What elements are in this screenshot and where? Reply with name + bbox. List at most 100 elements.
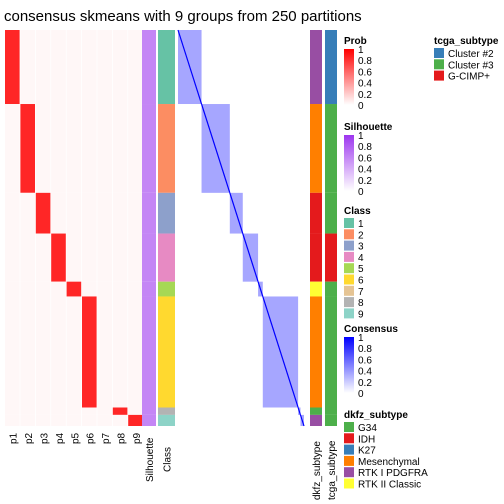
- consensus-diagonal: [257, 281, 264, 297]
- prob-cell-block: [112, 30, 128, 105]
- prob-cell-block: [82, 281, 97, 297]
- prob-legend-tick: 0.2: [358, 90, 372, 101]
- class-legend-label: 7: [358, 287, 364, 298]
- consensus-diagonal: [229, 192, 244, 234]
- tcga-subtype-cell-block: [325, 104, 337, 193]
- class-legend-swatch: [344, 229, 354, 240]
- consensus-legend-tick: 0.6: [358, 355, 372, 366]
- prob-cell-block: [5, 192, 20, 234]
- prob-legend-tick: 0: [358, 101, 364, 112]
- prob-cell-block: [82, 407, 97, 415]
- tcga-subtype-cell-block: [325, 233, 337, 282]
- prob-cell-block: [5, 296, 20, 408]
- prob-cell-block: [82, 296, 97, 408]
- prob-cell-block: [82, 30, 97, 105]
- prob-cell-block: [97, 296, 112, 408]
- class-cell-block: [158, 414, 175, 426]
- silhouette-cell-block: [142, 233, 156, 282]
- dkfz-subtype-legend-label: IDH: [358, 434, 375, 445]
- tcga-subtype-cell-block: [325, 281, 337, 297]
- tcga-subtype-legend-swatch: [434, 70, 444, 81]
- prob-cell-block: [97, 192, 112, 234]
- prob-column-label: p9: [132, 432, 143, 444]
- prob-column-label: p8: [117, 432, 128, 444]
- prob-cell-block: [51, 192, 66, 234]
- prob-legend-tick: 0.4: [358, 79, 372, 90]
- tcga-subtype-cell-block: [325, 407, 337, 415]
- prob-cell-block: [97, 407, 112, 415]
- prob-legend-bar: [344, 49, 354, 105]
- silhouette-cell-block: [142, 414, 156, 426]
- tcga-subtype-legend-label: Cluster #3: [448, 60, 494, 71]
- class-cell-block: [158, 281, 175, 297]
- prob-cell-block: [128, 281, 143, 297]
- consensus-legend-tick: 0.8: [358, 344, 372, 355]
- prob-legend-tick: 1: [358, 45, 364, 56]
- tcga-subtype-cell-block: [325, 30, 337, 105]
- class-cell-block: [158, 30, 175, 105]
- prob-column-label: p5: [70, 432, 81, 444]
- prob-cell-block: [5, 281, 20, 297]
- prob-cell-block: [20, 414, 35, 426]
- class-legend-label: 8: [358, 298, 364, 309]
- consensus-legend-tick: 0.2: [358, 378, 372, 389]
- class-legend-label: 5: [358, 264, 364, 275]
- prob-cell-block: [5, 30, 20, 105]
- consensus-legend-title: Consensus: [344, 324, 398, 335]
- class-legend-label: 2: [358, 230, 364, 241]
- class-cell-block: [158, 407, 175, 415]
- prob-cell-block: [66, 407, 82, 415]
- silhouette-legend-bar: [344, 135, 354, 191]
- silhouette-cell-block: [142, 281, 156, 297]
- dkfz-subtype-legend-swatch: [344, 444, 354, 455]
- tcga-subtype-legend-swatch: [434, 59, 444, 70]
- class-legend-swatch: [344, 240, 354, 251]
- prob-cell-block: [97, 414, 112, 426]
- prob-cell-block: [35, 192, 51, 234]
- dkfz-subtype-column-label: dkfz_subtype: [312, 441, 323, 500]
- class-legend-label: 9: [358, 309, 364, 320]
- prob-cell-block: [128, 296, 143, 408]
- tcga-subtype-legend-label: G-CIMP+: [448, 72, 490, 83]
- prob-cell-block: [112, 414, 128, 426]
- prob-cell-block: [51, 30, 66, 105]
- prob-cell-block: [97, 233, 112, 282]
- tcga-subtype-cell-block: [325, 296, 337, 408]
- prob-column-label: p2: [24, 432, 35, 444]
- tcga-subtype-cell-block: [325, 192, 337, 234]
- prob-cell-block: [128, 414, 143, 426]
- prob-cell-block: [66, 192, 82, 234]
- silhouette-cell-block: [142, 407, 156, 415]
- prob-cell-block: [5, 414, 20, 426]
- prob-cell-block: [66, 296, 82, 408]
- prob-cell-block: [97, 104, 112, 193]
- prob-cell-block: [66, 104, 82, 193]
- prob-cell-block: [128, 233, 143, 282]
- prob-cell-block: [112, 296, 128, 408]
- prob-cell-block: [20, 296, 35, 408]
- prob-cell-block: [5, 407, 20, 415]
- prob-cell-block: [82, 414, 97, 426]
- class-legend-title: Class: [344, 206, 371, 217]
- dkfz-subtype-cell-block: [310, 296, 322, 408]
- prob-cell-block: [112, 407, 128, 415]
- dkfz-subtype-legend-swatch: [344, 467, 354, 478]
- dkfz-subtype-legend-swatch: [344, 422, 354, 432]
- chart-title: consensus skmeans with 9 groups from 250…: [4, 8, 362, 25]
- dkfz-subtype-legend-label: RTK I PDGFRA: [358, 468, 428, 479]
- prob-cell-block: [20, 407, 35, 415]
- silhouette-cell-block: [142, 104, 156, 193]
- dkfz-subtype-legend-swatch: [344, 478, 354, 489]
- prob-column-label: p3: [40, 432, 51, 444]
- prob-column-label: p7: [101, 432, 112, 444]
- dkfz-subtype-cell-block: [310, 407, 322, 415]
- tcga-subtype-column-label: tcga_subtype: [327, 440, 338, 500]
- dkfz-subtype-cell-block: [310, 233, 322, 282]
- class-cell-block: [158, 104, 175, 193]
- prob-legend-tick: 0.8: [358, 56, 372, 67]
- prob-cell-block: [20, 192, 35, 234]
- prob-legend-tick: 0.6: [358, 67, 372, 78]
- tcga-subtype-legend-label: Cluster #2: [448, 49, 494, 60]
- class-legend-swatch: [344, 218, 354, 228]
